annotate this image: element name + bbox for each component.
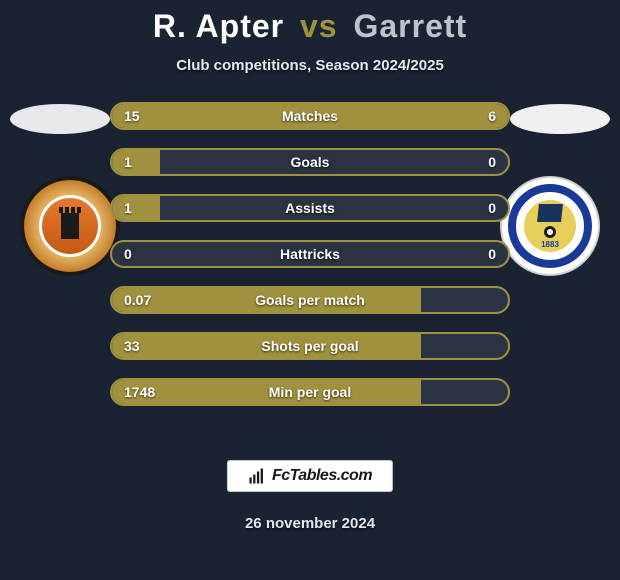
stat-bar-left	[112, 104, 397, 128]
left-shadow-ellipse	[10, 104, 110, 134]
ball-icon	[544, 226, 556, 238]
stat-row: 1748 Min per goal	[110, 378, 510, 406]
player1-name: R. Apter	[153, 8, 284, 44]
stat-bar-left	[112, 380, 421, 404]
stat-label: Shots per goal	[261, 338, 358, 354]
tower-icon	[61, 213, 79, 239]
club-crest-right: 1883	[500, 176, 600, 276]
stat-value-left: 1748	[124, 384, 155, 400]
stat-row: 15 6 Matches	[110, 102, 510, 130]
branding-text: FcTables.com	[272, 467, 372, 485]
stat-label: Matches	[282, 108, 338, 124]
stat-bar-left	[112, 150, 160, 174]
stat-row: 0.07 Goals per match	[110, 286, 510, 314]
stat-value-left: 1	[124, 200, 132, 216]
stat-value-right: 6	[488, 108, 496, 124]
chart-icon	[248, 467, 266, 485]
club-crest-left	[20, 176, 120, 276]
stat-value-left: 0	[124, 246, 132, 262]
stats-list: 15 6 Matches 1 0 Goals 1 0 Assists 0 0 Hattricks 0.0…	[110, 102, 510, 406]
stat-row: 33 Shots per goal	[110, 332, 510, 360]
stat-row: 1 0 Assists	[110, 194, 510, 222]
branding-badge: FcTables.com	[227, 460, 393, 492]
subtitle: Club competitions, Season 2024/2025	[0, 57, 620, 74]
crest-left-inner	[39, 195, 101, 257]
pirate-icon	[537, 204, 563, 222]
stat-label: Goals per match	[255, 292, 365, 308]
stat-value-left: 33	[124, 338, 140, 354]
stat-label: Goals	[291, 154, 330, 170]
right-shadow-ellipse	[510, 104, 610, 134]
comparison-title: R. Apter vs Garrett	[0, 0, 620, 45]
vs-separator: vs	[300, 8, 338, 44]
stat-label: Min per goal	[269, 384, 351, 400]
stat-value-left: 0.07	[124, 292, 151, 308]
stat-label: Assists	[285, 200, 335, 216]
player2-name: Garrett	[353, 8, 467, 44]
date-label: 26 november 2024	[245, 515, 375, 532]
stat-value-right: 0	[488, 154, 496, 170]
stat-value-right: 0	[488, 200, 496, 216]
crest-year: 1883	[541, 240, 559, 249]
stat-bar-left	[112, 196, 160, 220]
stat-value-left: 15	[124, 108, 140, 124]
crest-right-core: 1883	[524, 200, 576, 252]
stat-value-right: 0	[488, 246, 496, 262]
stat-row: 1 0 Goals	[110, 148, 510, 176]
stat-label: Hattricks	[280, 246, 340, 262]
stat-value-left: 1	[124, 154, 132, 170]
stat-row: 0 0 Hattricks	[110, 240, 510, 268]
